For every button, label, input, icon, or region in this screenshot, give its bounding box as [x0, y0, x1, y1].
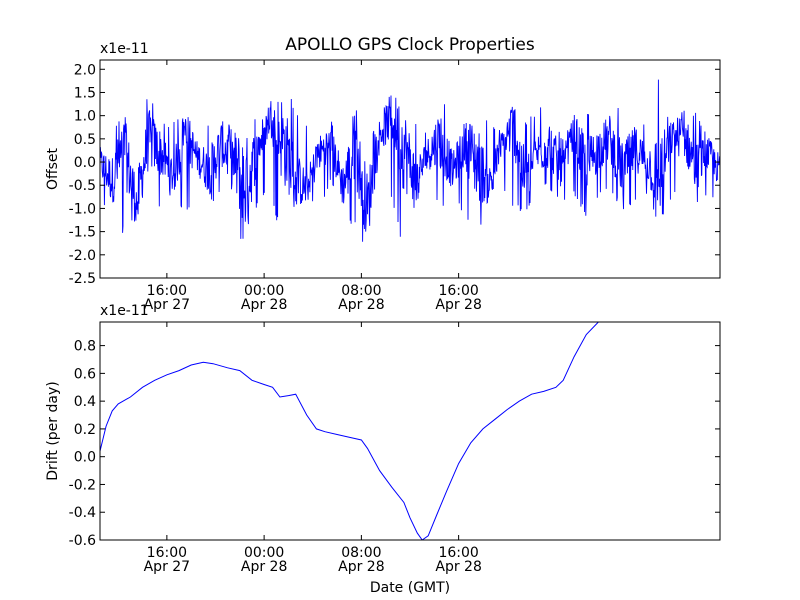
drift-xtick-time: 00:00 — [244, 545, 284, 561]
offset-ytick-label: -2.5 — [69, 271, 96, 287]
x-axis-label: Date (GMT) — [370, 580, 450, 596]
drift-xtick-date: Apr 27 — [144, 559, 190, 575]
drift-xtick-date: Apr 28 — [241, 559, 287, 575]
offset-xtick-date: Apr 28 — [435, 297, 481, 313]
drift-plot-frame — [99, 321, 721, 541]
offset-xtick-date: Apr 28 — [338, 297, 384, 313]
drift-ytick-label: -0.6 — [69, 533, 96, 549]
drift-series-line — [100, 322, 599, 540]
drift-xtick-time: 08:00 — [341, 545, 381, 561]
drift-ytick-label: 0.6 — [74, 366, 96, 382]
offset-xtick-date: Apr 27 — [144, 297, 190, 313]
offset-y-axis-label: Offset — [45, 147, 61, 190]
offset-xtick-time: 16:00 — [147, 283, 187, 299]
offset-xtick-date: Apr 28 — [241, 297, 287, 313]
offset-xtick-time: 00:00 — [244, 283, 284, 299]
drift-xtick-time: 16:00 — [147, 545, 187, 561]
offset-ytick-label: 1.0 — [74, 109, 96, 125]
offset-ytick-label: 2.0 — [74, 62, 96, 78]
drift-xtick-time: 16:00 — [438, 545, 478, 561]
offset-xtick-time: 16:00 — [438, 283, 478, 299]
drift-scale-label: x1e-11 — [100, 303, 149, 319]
drift-ytick-label: -0.4 — [69, 505, 96, 521]
drift-ytick-label: 0.8 — [74, 339, 96, 355]
drift-ytick-label: 0.4 — [74, 394, 96, 410]
drift-ytick-label: -0.2 — [69, 477, 96, 493]
chart-title: APOLLO GPS Clock Properties — [285, 35, 535, 55]
drift-xtick-date: Apr 28 — [435, 559, 481, 575]
offset-ytick-label: -1.5 — [69, 225, 96, 241]
offset-y-axis: -2.5 -2.0 -1.5 -1.0 -0.5 0.0 0.5 1.0 1.5 2.0 — [69, 62, 720, 287]
drift-ytick-label: 0.2 — [74, 422, 96, 438]
offset-panel: -2.5 -2.0 -1.5 -1.0 -0.5 0.0 0.5 1.0 1.5 2.0 16:0… — [45, 41, 721, 313]
drift-ytick-label: 0.0 — [74, 450, 96, 466]
offset-ytick-label: -0.5 — [69, 178, 96, 194]
offset-plot-frame — [99, 59, 721, 279]
offset-ytick-label: 1.5 — [74, 85, 96, 101]
offset-ytick-label: 0.0 — [74, 155, 96, 171]
offset-scale-label: x1e-11 — [100, 41, 149, 57]
offset-ytick-label: -1.0 — [69, 201, 96, 217]
drift-y-axis: -0.6 -0.4 -0.2 0.0 0.2 0.4 0.6 0.8 — [69, 339, 720, 549]
offset-xtick-time: 08:00 — [341, 283, 381, 299]
offset-ytick-label: 0.5 — [74, 132, 96, 148]
offset-ytick-label: -2.0 — [69, 248, 96, 264]
drift-series — [100, 322, 599, 540]
drift-y-axis-label: Drift (per day) — [45, 381, 61, 480]
offset-series — [100, 79, 720, 242]
offset-series-line — [100, 79, 720, 242]
drift-xtick-date: Apr 28 — [338, 559, 384, 575]
